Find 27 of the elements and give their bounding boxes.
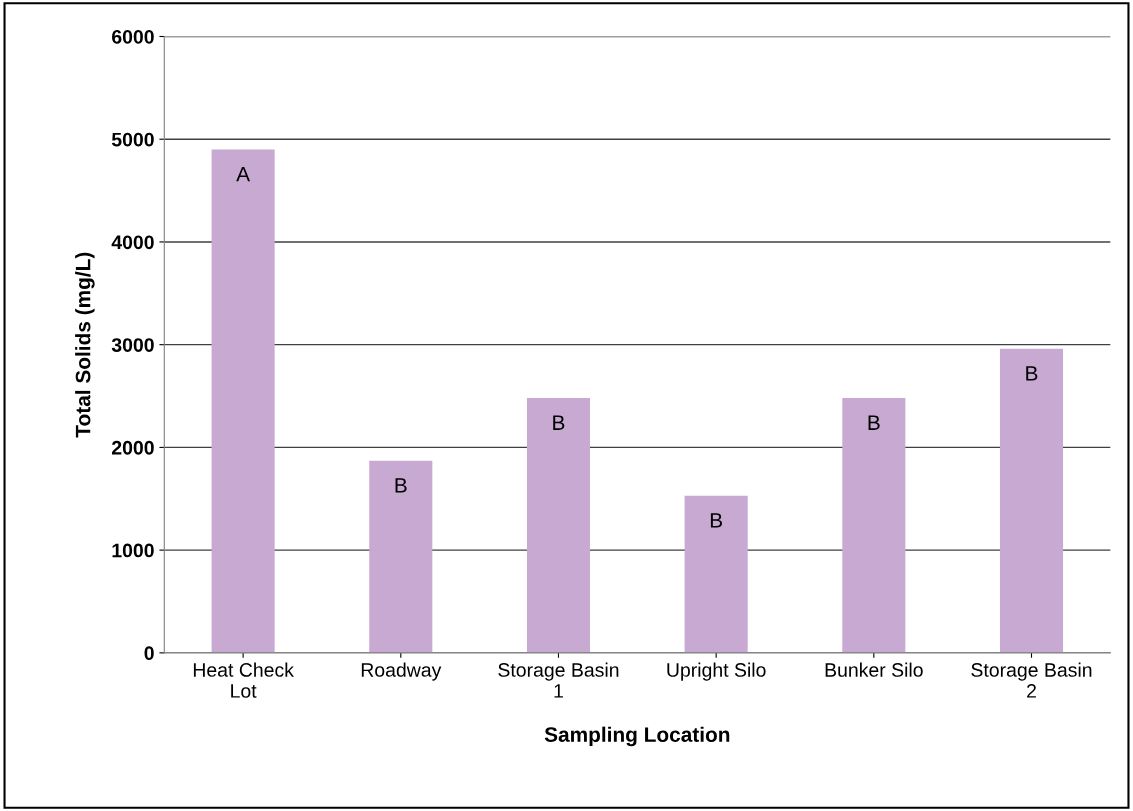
data-label: B — [395, 478, 407, 493]
bar — [999, 348, 1064, 653]
data-label: B — [1026, 366, 1038, 381]
bar — [842, 398, 906, 653]
x-tick-label: Heat Check Lot — [193, 662, 294, 698]
y-tick-label: 6000 — [112, 29, 154, 44]
data-label: B — [868, 415, 880, 430]
y-tick-label: 1000 — [112, 543, 154, 558]
y-tick-label: 3000 — [111, 338, 154, 352]
x-axis-title: Sampling Location — [544, 726, 730, 747]
y-tick-label: 4000 — [111, 235, 154, 250]
data-label: B — [710, 513, 722, 528]
y-tick-label: 2000 — [111, 440, 154, 455]
x-tick-label: Storage Basin 1 — [498, 662, 619, 698]
x-tick-label: Bunker Silo — [825, 662, 923, 677]
bar — [211, 149, 275, 653]
data-label: B — [553, 415, 565, 430]
bar — [369, 460, 433, 653]
y-axis-title: Total Solids (mg/L) — [75, 252, 95, 438]
y-tick-label: 0 — [144, 646, 154, 661]
x-tick-label: Roadway — [361, 662, 442, 681]
bar — [684, 495, 748, 653]
y-tick-label: 5000 — [111, 132, 154, 147]
x-tick-label: Upright Silo — [667, 662, 766, 681]
bar — [526, 398, 591, 653]
x-tick-label: Storage Basin 2 — [971, 662, 1092, 698]
data-label: A — [236, 166, 251, 182]
